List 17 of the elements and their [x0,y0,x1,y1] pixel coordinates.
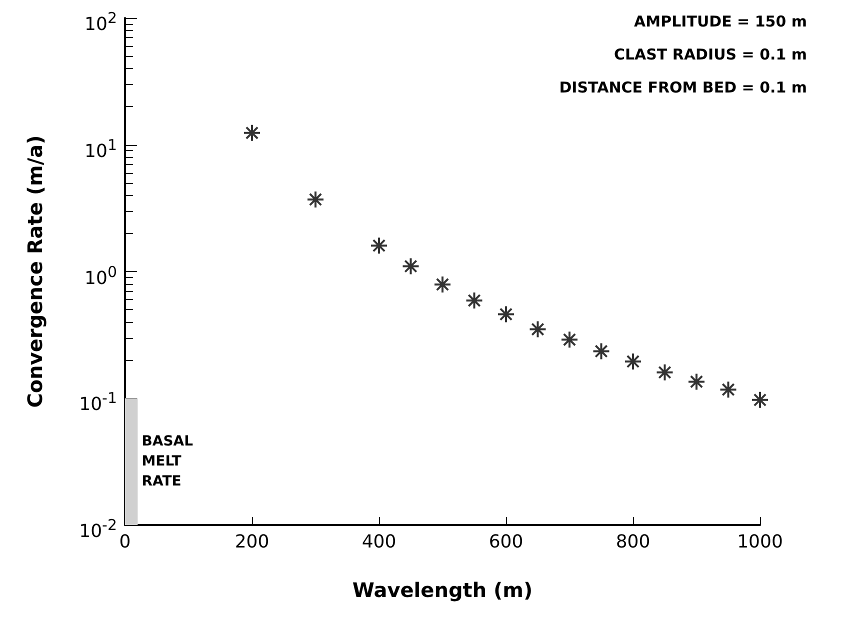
x-tick-label: 0 [119,532,131,552]
x-axis-title: Wavelength (m) [352,578,533,602]
annotation: DISTANCE FROM BED = 0.1 m [559,78,808,96]
x-tick-label: 400 [362,532,396,552]
annotation: AMPLITUDE = 150 m [634,12,808,30]
y-tick-label: 10$^{0}$ [84,262,117,290]
y-tick-label: 10$^{2}$ [84,8,117,36]
y-tick-label: 10$^{-1}$ [79,388,117,416]
annotation: CLAST RADIUS = 0.1 m [614,46,808,64]
x-tick-label: 600 [488,532,524,552]
y-axis-title: Convergence Rate (m/a) [23,135,47,408]
x-tick-label: 200 [234,532,270,552]
x-tick-label: 800 [616,532,650,552]
series-label: BASAL MELT RATE [142,434,198,490]
y-tick-label: 10$^{1}$ [84,134,117,163]
y-tick-label: 10$^{-2}$ [79,515,117,543]
x-tick-label: 1000 [737,532,783,552]
